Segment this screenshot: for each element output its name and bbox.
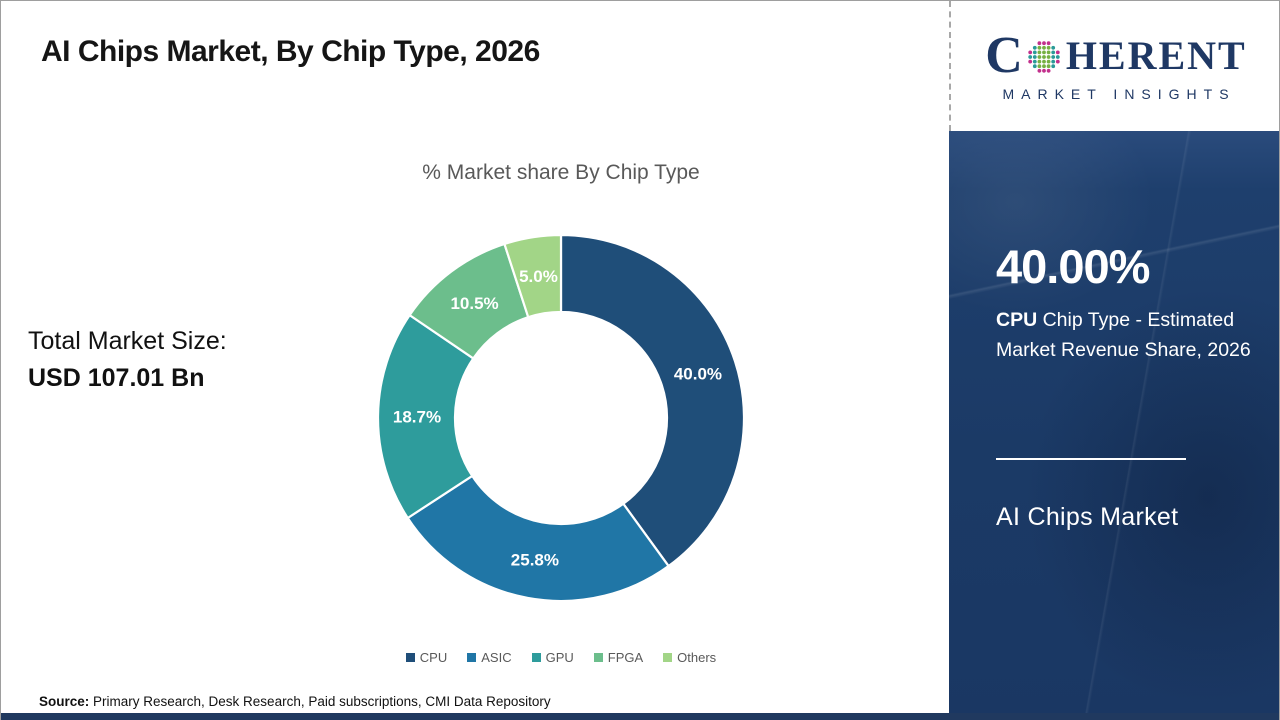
donut-slice-asic	[406, 474, 670, 603]
highlight-segment-name: CPU	[996, 309, 1038, 331]
source-text: Primary Research, Desk Research, Paid su…	[89, 694, 551, 709]
donut-data-label-gpu: 18.7%	[393, 408, 441, 427]
legend-swatch-gpu	[531, 653, 541, 662]
sidebar-market-name: AI Chips Market	[996, 503, 1179, 531]
legend-label-others: Others	[677, 650, 717, 665]
donut-data-label-asic: 25.8%	[511, 551, 559, 570]
legend-item-fpga: FPGA	[593, 650, 644, 665]
logo-tagline: MARKET INSIGHTS	[1002, 86, 1236, 102]
highlight-description-rest: Chip Type - Estimated Market Revenue Sha…	[996, 309, 1251, 361]
legend-label-gpu: GPU	[545, 650, 574, 665]
legend-item-gpu: GPU	[531, 650, 574, 665]
donut-slice-cpu	[559, 233, 746, 568]
chart-subtitle: % Market share By Chip Type	[422, 161, 700, 184]
donut-slice-gpu	[376, 314, 475, 520]
sidebar-divider-line	[996, 458, 1186, 460]
highlight-percentage: 40.00%	[996, 240, 1150, 293]
brand-logo-wordmark: C HERENT	[985, 30, 1247, 82]
right-sidebar: C HERENT MARKET INSIGHTS 40.00% CPU Chip…	[949, 1, 1279, 720]
total-market-size-label: Total Market Size:	[28, 327, 227, 355]
logo-letters-rest: HERENT	[1065, 33, 1247, 78]
donut-slice-others	[503, 233, 563, 319]
highlight-description: CPU Chip Type - Estimated Market Revenue…	[996, 306, 1262, 365]
legend-swatch-others	[663, 653, 673, 662]
legend-swatch-cpu	[405, 653, 415, 662]
donut-data-label-cpu: 40.0%	[674, 365, 722, 384]
logo-dot-globe-icon	[1028, 41, 1060, 73]
donut-data-label-others: 5.0%	[519, 267, 558, 286]
chart-legend: CPU ASIC GPU FPGA Others	[231, 650, 891, 665]
legend-swatch-asic	[467, 653, 477, 662]
legend-label-fpga: FPGA	[607, 650, 644, 665]
sidebar-panel: 40.00% CPU Chip Type - Estimated Market …	[949, 131, 1279, 720]
legend-label-cpu: CPU	[419, 650, 448, 665]
legend-item-asic: ASIC	[467, 650, 512, 665]
bottom-accent-bar	[1, 713, 1279, 720]
legend-label-asic: ASIC	[481, 650, 512, 665]
total-market-size: Total Market Size: USD 107.01 Bn	[28, 327, 227, 393]
donut-data-label-fpga: 10.5%	[450, 294, 498, 313]
legend-item-others: Others	[663, 650, 716, 665]
page-title: AI Chips Market, By Chip Type, 2026	[41, 35, 540, 68]
source-label: Source:	[39, 694, 90, 709]
legend-swatch-fpga	[593, 653, 603, 662]
donut-chart-svg: 40.0% 25.8% 18.7% 10.5% 5.0%	[376, 233, 746, 603]
source-note: Source: Primary Research, Desk Research,…	[39, 694, 551, 709]
donut-chart: 40.0% 25.8% 18.7% 10.5% 5.0%	[371, 228, 751, 608]
brand-logo: C HERENT MARKET INSIGHTS	[949, 1, 1279, 131]
total-market-size-value: USD 107.01 Bn	[28, 364, 205, 392]
legend-item-cpu: CPU	[405, 650, 448, 665]
logo-letter-c: C	[985, 27, 1023, 84]
